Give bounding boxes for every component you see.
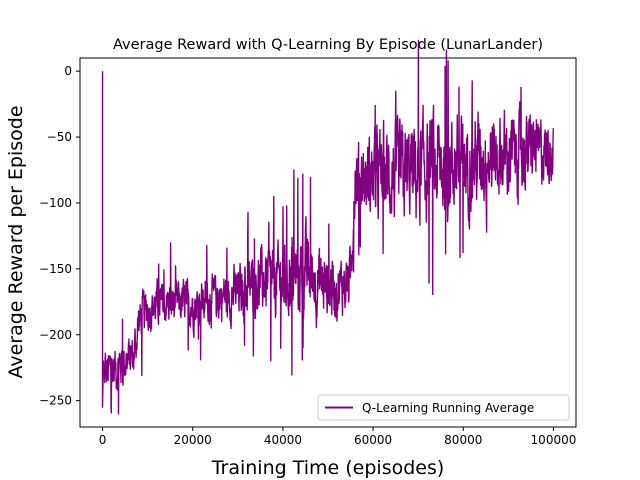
y-tick-label: 0 bbox=[64, 64, 72, 78]
x-axis-ticks: 0 20000 40000 60000 80000 100000 bbox=[99, 427, 577, 447]
legend-box bbox=[317, 394, 570, 421]
plot-frame bbox=[79, 57, 577, 428]
legend-label: Q-Learning Running Average bbox=[362, 401, 534, 415]
x-tick-label: 40000 bbox=[264, 433, 302, 447]
y-tick-label: −100 bbox=[39, 196, 72, 210]
y-tick-label: −250 bbox=[39, 394, 72, 408]
x-tick-label: 0 bbox=[99, 433, 107, 447]
y-axis-ticks: 0 −50 −100 −150 −200 −250 bbox=[39, 64, 80, 408]
series-layer bbox=[101, 39, 554, 415]
chart-title: Average Reward with Q-Learning By Episod… bbox=[113, 37, 543, 53]
y-axis-label: Average Reward per Episode bbox=[5, 105, 27, 378]
x-tick-label: 100000 bbox=[531, 433, 577, 447]
x-axis-label: Training Time (episodes) bbox=[211, 457, 445, 479]
legend: Q-Learning Running Average bbox=[317, 394, 570, 421]
x-tick-label: 60000 bbox=[354, 433, 392, 447]
y-tick-label: −150 bbox=[39, 262, 72, 276]
series-line-q-learning bbox=[101, 39, 554, 415]
y-tick-label: −50 bbox=[47, 130, 72, 144]
x-tick-label: 80000 bbox=[444, 433, 482, 447]
plot-area bbox=[80, 58, 576, 427]
x-tick-label: 20000 bbox=[174, 433, 212, 447]
y-tick-label: −200 bbox=[39, 328, 72, 342]
